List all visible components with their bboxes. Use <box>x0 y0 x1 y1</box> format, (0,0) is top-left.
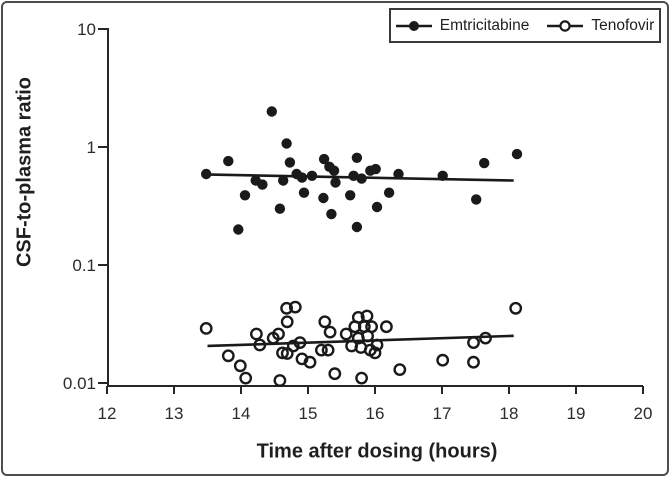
data-point <box>273 374 287 387</box>
trend-line-tenofovir <box>207 334 514 348</box>
x-tick-label: 19 <box>567 404 586 423</box>
data-point <box>339 327 353 341</box>
x-axis-title: Time after dosing (hours) <box>256 440 498 463</box>
data-point <box>511 148 523 160</box>
data-point <box>288 300 302 314</box>
data-point <box>303 355 317 369</box>
x-tick-label: 15 <box>299 404 318 423</box>
data-point <box>318 153 330 165</box>
y-tick-label: 0.1 <box>72 256 96 275</box>
data-point <box>201 168 212 180</box>
filled-circle-marker <box>395 20 432 31</box>
legend: Emtricitabine Tenofovir <box>389 8 661 43</box>
data-point <box>393 363 407 376</box>
tick-labels: 12 13 14 15 16 17 18 19 20 10 1 0.1 0.01 <box>63 20 653 423</box>
x-tick-label: 20 <box>634 404 653 423</box>
data-point <box>351 152 363 163</box>
data-point <box>296 172 308 183</box>
data-point <box>233 224 244 235</box>
y-tick-label: 10 <box>77 20 96 39</box>
y-tick-label: 1 <box>87 138 96 157</box>
data-point <box>321 343 335 357</box>
legend-label-emtricitabine: Emtricitabine <box>439 16 530 34</box>
data-point <box>436 353 450 367</box>
data-point <box>393 168 404 180</box>
data-point <box>370 163 381 175</box>
data-point <box>328 165 340 176</box>
data-point <box>233 359 247 373</box>
x-tick-label: 12 <box>98 404 117 423</box>
data-point <box>370 338 384 352</box>
data-point <box>280 347 294 360</box>
data-point <box>249 327 263 341</box>
axes <box>98 28 644 394</box>
x-tick-label: 13 <box>165 404 184 423</box>
data-point <box>479 331 492 345</box>
data-point <box>351 310 365 324</box>
data-point <box>348 170 359 181</box>
y-tick-label: 0.01 <box>63 374 96 393</box>
data-point <box>280 315 294 329</box>
data-point <box>278 175 289 186</box>
data-point <box>239 190 251 201</box>
data-point <box>356 173 367 184</box>
data-point <box>281 138 292 149</box>
data-point <box>318 192 329 204</box>
data-point <box>223 155 234 167</box>
data-point <box>351 221 363 233</box>
legend-item-tenofovir: Tenofovir <box>547 17 654 35</box>
data-point <box>257 179 268 190</box>
data-point <box>471 194 482 205</box>
data-point <box>371 201 383 213</box>
data-point <box>355 371 368 385</box>
data-point <box>323 325 337 339</box>
legend-item-emtricitabine: Emtricitabine <box>395 16 530 35</box>
data-point <box>221 349 235 363</box>
data-point <box>284 157 296 168</box>
data-point <box>280 301 293 315</box>
data-point <box>314 343 328 357</box>
data-point <box>274 203 286 214</box>
data-point <box>383 187 395 198</box>
x-tick-label: 14 <box>232 404 251 423</box>
x-tick-label: 18 <box>500 404 519 423</box>
data-point <box>306 170 318 181</box>
legend-label-tenofovir: Tenofovir <box>591 16 655 34</box>
x-tick-label: 16 <box>366 404 385 423</box>
data-point <box>318 315 332 329</box>
data-point <box>365 320 378 334</box>
data-point <box>199 321 213 335</box>
x-tick-label: 17 <box>433 404 452 423</box>
data-point <box>239 371 253 385</box>
data-point <box>286 339 300 353</box>
data-point <box>479 157 490 169</box>
open-circle-marker <box>547 19 584 32</box>
data-point <box>298 187 310 198</box>
data-point <box>253 338 267 352</box>
data-point <box>345 190 356 201</box>
data-point <box>330 177 341 188</box>
data-point <box>266 106 277 117</box>
data-point <box>326 208 337 220</box>
data-point <box>467 336 480 349</box>
points-emtricitabine <box>201 106 523 235</box>
data-point <box>276 346 289 360</box>
y-axis-title: CSF-to-plasma ratio <box>13 76 36 268</box>
data-point <box>379 320 393 334</box>
data-point <box>328 367 342 381</box>
data-point <box>293 336 307 349</box>
data-point <box>272 327 285 341</box>
data-point <box>509 301 523 315</box>
points-tenofovir <box>199 300 523 387</box>
data-point <box>437 170 448 181</box>
data-point <box>368 346 382 360</box>
data-point <box>360 309 374 323</box>
data-point <box>467 355 480 369</box>
